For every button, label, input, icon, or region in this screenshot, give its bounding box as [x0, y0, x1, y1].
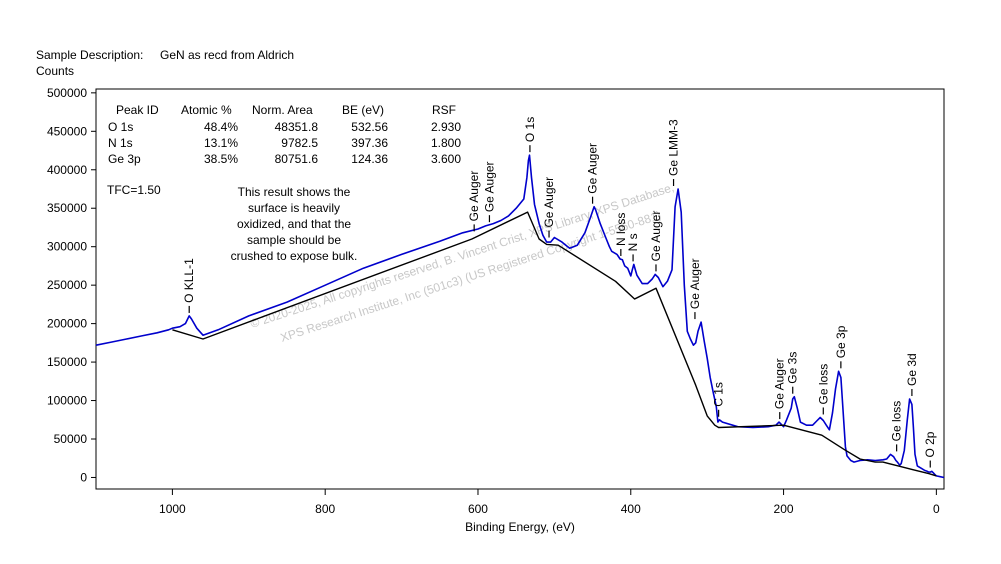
svg-text:Ge Auger: Ge Auger [688, 258, 702, 309]
peak-label: Ge 3d [905, 353, 919, 396]
svg-text:O KLL-1: O KLL-1 [182, 258, 196, 303]
spectrum-line [95, 154, 945, 479]
peak-label: Ge 3p [834, 325, 848, 369]
sample-description-value: GeN as recd from Aldrich [160, 48, 294, 62]
peak-label: C 1s [712, 382, 726, 417]
table-cell: O 1s [108, 120, 133, 134]
y-tick-label: 150000 [47, 355, 87, 369]
note-line: crushed to expose bulk. [231, 249, 358, 263]
peak-label: N s [626, 233, 640, 262]
note-line: surface is heavily [248, 201, 340, 215]
svg-text:O 2p: O 2p [923, 431, 937, 457]
svg-text:Ge Auger: Ge Auger [586, 143, 600, 194]
svg-text:Ge Auger: Ge Auger [542, 177, 556, 228]
y-tick-label: 450000 [47, 124, 87, 138]
svg-text:Ge 3s: Ge 3s [786, 352, 800, 384]
svg-text:Ge 3d: Ge 3d [905, 353, 919, 386]
table-header: Atomic % [181, 103, 232, 117]
x-tick-label: 0 [933, 502, 940, 516]
peak-label: Ge Auger [586, 143, 600, 204]
series-layer [95, 154, 945, 479]
svg-text:N s: N s [626, 233, 640, 251]
peak-label: Ge Auger [467, 171, 481, 232]
table-header: BE (eV) [342, 103, 384, 117]
table-header: RSF [432, 103, 456, 117]
peak-label: Ge Auger [482, 161, 496, 223]
x-tick-label: 600 [468, 502, 488, 516]
table-cell: 38.5% [204, 152, 238, 166]
peak-label: Ge 3s [786, 352, 800, 394]
peak-label: Ge Auger [649, 211, 663, 272]
svg-text:N loss: N loss [614, 213, 628, 246]
svg-text:Ge 3p: Ge 3p [834, 325, 848, 358]
background-line [172, 211, 937, 477]
sample-description-label: Sample Description: [36, 48, 143, 62]
table-cell: Ge 3p [108, 152, 141, 166]
table-cell: 48.4% [204, 120, 238, 134]
x-tick-label: 1000 [159, 502, 186, 516]
svg-text:Ge loss: Ge loss [890, 401, 904, 442]
table-cell: 48351.8 [275, 120, 319, 134]
svg-text:Ge Auger: Ge Auger [467, 171, 481, 222]
y-tick-label: 500000 [47, 86, 87, 100]
y-tick-label: 100000 [47, 394, 87, 408]
x-axis: 1000 800 600 400 200 0 [159, 489, 940, 516]
analysis-note: This result shows the surface is heavily o… [231, 185, 358, 263]
table-cell: 13.1% [204, 136, 238, 150]
table-cell: 9782.5 [281, 136, 318, 150]
table-cell: 1.800 [431, 136, 461, 150]
y-tick-label: 50000 [54, 432, 88, 446]
peak-label: Ge loss [890, 401, 904, 452]
x-tick-label: 800 [315, 502, 335, 516]
table-header: Peak ID [116, 103, 159, 117]
peak-label: N loss [614, 213, 628, 256]
peak-label: Ge Auger [542, 177, 556, 238]
peak-label: O KLL-1 [182, 258, 196, 313]
svg-text:Ge LMM-3: Ge LMM-3 [667, 119, 681, 176]
peak-label: O 2p [923, 431, 937, 468]
table-cell: 397.36 [351, 136, 388, 150]
y-units-label: Counts [36, 64, 74, 78]
y-axis: 0 50000 100000 150000 200000 250000 300000 3500… [47, 86, 96, 484]
y-tick-label: 400000 [47, 163, 87, 177]
note-line: sample should be [247, 233, 341, 247]
y-tick-label: 350000 [47, 201, 87, 215]
table-cell: 2.930 [431, 120, 461, 134]
svg-text:Ge Auger: Ge Auger [649, 211, 663, 262]
svg-text:Ge Auger: Ge Auger [773, 358, 787, 409]
peak-label: Ge Auger [688, 258, 702, 320]
plot-frame [95, 88, 945, 490]
note-line: oxidized, and that the [237, 217, 351, 231]
table-cell: 80751.6 [275, 152, 319, 166]
y-tick-label: 250000 [47, 278, 87, 292]
tfc-label: TFC=1.50 [107, 183, 161, 197]
y-tick-label: 0 [80, 470, 87, 484]
x-axis-title: Binding Energy, (eV) [465, 520, 575, 534]
svg-text:Ge loss: Ge loss [816, 364, 830, 405]
peak-label: Ge LMM-3 [667, 119, 681, 186]
table-cell: 3.600 [431, 152, 461, 166]
table-header: Norm. Area [252, 103, 313, 117]
peak-label: Ge loss [816, 364, 830, 415]
peak-label: O 1s [523, 117, 537, 153]
x-tick-label: 400 [621, 502, 641, 516]
svg-text:Ge Auger: Ge Auger [482, 161, 496, 212]
quantification-table: Peak ID Atomic % Norm. Area BE (eV) RSF O 1s 4… [108, 103, 461, 166]
y-tick-label: 300000 [47, 240, 87, 254]
peak-label: Ge Auger [773, 358, 787, 420]
svg-text:C 1s: C 1s [712, 382, 726, 407]
table-cell: 124.36 [351, 152, 388, 166]
y-tick-label: 200000 [47, 317, 87, 331]
note-line: This result shows the [238, 185, 351, 199]
x-tick-label: 200 [774, 502, 794, 516]
table-cell: N 1s [108, 136, 133, 150]
svg-text:O 1s: O 1s [523, 117, 537, 142]
table-cell: 532.56 [351, 120, 388, 134]
